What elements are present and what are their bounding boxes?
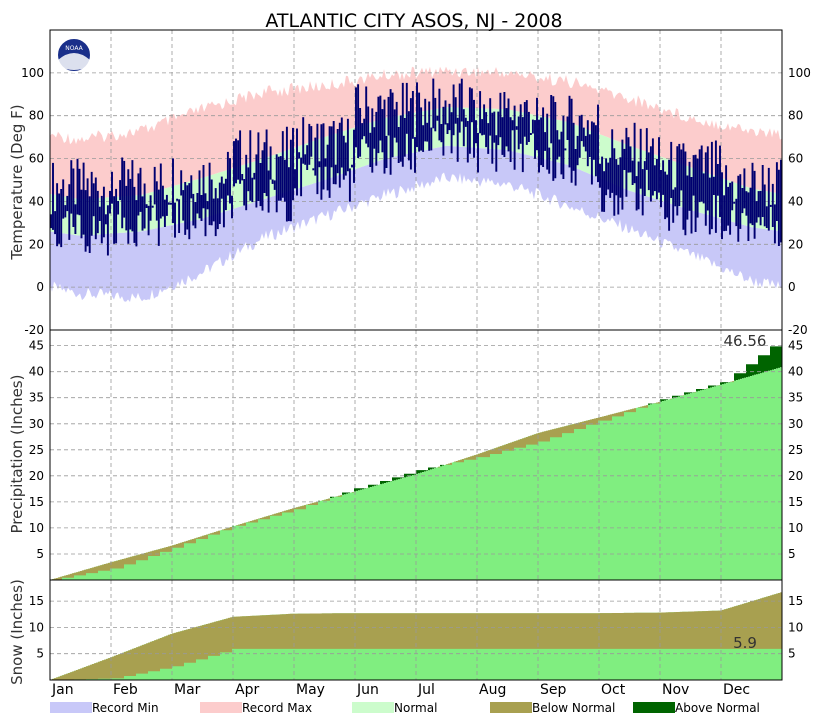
precip-tick-label-right: 10 [788, 521, 803, 535]
month-label: Feb [113, 682, 138, 698]
temp-tick-label-left: 0 [36, 280, 44, 294]
precip-tick-label-left: 15 [29, 495, 44, 509]
temp-tick-label-left: -20 [24, 323, 44, 337]
snow-tick-label-left: 5 [36, 647, 44, 661]
normal-temperature-band [50, 107, 782, 236]
snow-tick-label-left: 10 [29, 620, 44, 634]
precip-below-normal-area [50, 381, 734, 580]
precip-tick-label-left: 25 [29, 443, 44, 457]
month-label: Aug [479, 682, 506, 698]
precip-tick-label-right: 40 [788, 365, 803, 379]
precip-tick-label-right: 30 [788, 417, 803, 431]
grid-lines [50, 30, 782, 680]
month-label: Oct [601, 682, 626, 698]
month-label: Sep [540, 682, 567, 698]
noaa-logo-text: NOAA [65, 45, 83, 52]
legend-swatch [50, 702, 92, 713]
legend-label: Below Normal [532, 701, 615, 715]
legend-label: Record Min [92, 701, 159, 715]
temp-tick-label-right: 100 [788, 66, 811, 80]
legend-label: Normal [394, 701, 437, 715]
precipitation-total-annotation: 46.56 [724, 332, 767, 350]
precip-tick-label-left: 5 [36, 547, 44, 561]
precip-tick-label-left: 30 [29, 417, 44, 431]
precip-tick-label-right: 15 [788, 495, 803, 509]
snow-tick-label-right: 5 [788, 647, 796, 661]
month-label: Jan [51, 682, 74, 698]
temp-tick-label-left: 80 [29, 109, 44, 123]
panel-frames [49, 29, 783, 681]
temp-tick-label-left: 60 [29, 152, 44, 166]
legend-swatch [633, 702, 675, 713]
month-label: Mar [174, 682, 201, 698]
legend-label: Above Normal [675, 701, 760, 715]
snow-tick-label-right: 10 [788, 620, 803, 634]
snow-tick-label-right: 15 [788, 594, 803, 608]
month-label: Dec [723, 682, 750, 698]
legend: Record Min Record Max Normal Below Normal Ab… [50, 701, 760, 715]
temp-tick-label-right: 0 [788, 280, 796, 294]
temp-tick-label-right: 60 [788, 152, 803, 166]
legend-swatch [352, 702, 394, 713]
precip-tick-label-right: 20 [788, 469, 803, 483]
noaa-logo: NOAA [56, 37, 92, 73]
month-label: Jun [356, 682, 379, 698]
precip-tick-label-left: 35 [29, 391, 44, 405]
precip-tick-label-left: 20 [29, 469, 44, 483]
snow-tick-label-left: 15 [29, 594, 44, 608]
month-label: Nov [662, 682, 689, 698]
precip-tick-label-right: 25 [788, 443, 803, 457]
temp-tick-label-left: 20 [29, 237, 44, 251]
temp-tick-label-right: 40 [788, 194, 803, 208]
month-label: Jul [417, 682, 435, 698]
chart-title: ATLANTIC CITY ASOS, NJ - 2008 [265, 10, 562, 32]
temp-tick-label-left: 40 [29, 194, 44, 208]
precip-tick-label-left: 45 [29, 339, 44, 353]
precip-tick-label-right: 35 [788, 391, 803, 405]
precip-tick-label-right: 45 [788, 339, 803, 353]
temp-tick-label-right: 80 [788, 109, 803, 123]
temp-tick-label-left: 100 [21, 66, 44, 80]
snow-total-annotation: 5.9 [733, 634, 757, 652]
precip-tick-label-right: 5 [788, 547, 796, 561]
observed-temperature-bars [50, 78, 782, 256]
temp-tick-label-right: 20 [788, 237, 803, 251]
legend-swatch [200, 702, 242, 713]
precip-tick-label-left: 40 [29, 365, 44, 379]
temperature-axis-label: Temperature (Deg F) [8, 104, 26, 260]
legend-label: Record Max [242, 701, 312, 715]
legend-swatch [490, 702, 532, 713]
precip-tick-label-left: 10 [29, 521, 44, 535]
month-label: Apr [235, 682, 259, 698]
temp-tick-label-right: -20 [788, 323, 808, 337]
snow-axis-label: Snow (Inches) [8, 579, 26, 685]
snow-panel-frame [49, 579, 783, 681]
precipitation-axis-label: Precipitation (Inches) [8, 375, 26, 534]
month-label: May [296, 682, 325, 698]
